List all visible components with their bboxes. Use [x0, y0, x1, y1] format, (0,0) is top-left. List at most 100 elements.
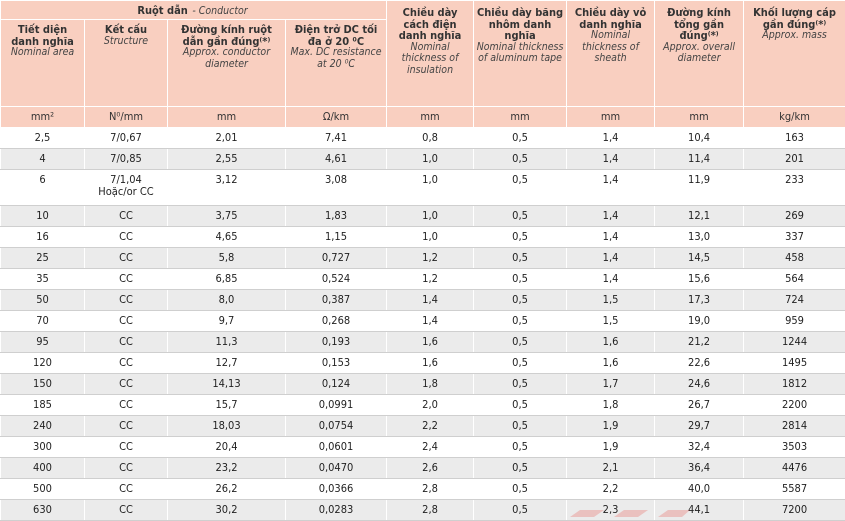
table-cell: 0,5	[474, 149, 567, 170]
table-cell: 1812	[744, 374, 845, 395]
table-cell: 564	[744, 269, 845, 290]
col-header-en: Nominal thickness of insulation	[389, 42, 471, 77]
table-cell: 35	[1, 269, 85, 290]
col-header-en: Nominal thickness of sheath	[569, 30, 652, 65]
table-cell: 2,2	[387, 416, 474, 437]
table-cell: 32,4	[655, 437, 744, 458]
table-cell: 3,12	[168, 170, 286, 206]
table-cell: 0,0283	[286, 500, 387, 521]
table-cell: 0,8	[387, 128, 474, 149]
col-header-nominal-area: Tiết diện danh nghĩa Nominal area	[1, 20, 85, 107]
table-cell: 5587	[744, 479, 845, 500]
table-cell: 1495	[744, 353, 845, 374]
col-header-vi: Điện trở DC tối đa ở 20 ⁰C	[288, 24, 384, 47]
table-cell: 2,8	[387, 500, 474, 521]
unit-cell: N⁰/mm	[85, 107, 168, 128]
unit-cell: kg/km	[744, 107, 845, 128]
table-cell: 4,65	[168, 227, 286, 248]
table-cell: 23,2	[168, 458, 286, 479]
table-cell: 1,83	[286, 206, 387, 227]
table-cell: 7,41	[286, 128, 387, 149]
table-cell: 4476	[744, 458, 845, 479]
table-cell: 13,0	[655, 227, 744, 248]
table-cell: 2,01	[168, 128, 286, 149]
table-cell: 0,0470	[286, 458, 387, 479]
table-cell: 8,0	[168, 290, 286, 311]
conductor-group-en: - Conductor	[192, 5, 247, 17]
table-cell: 0,5	[474, 227, 567, 248]
table-cell: 14,5	[655, 248, 744, 269]
table-cell: 15,6	[655, 269, 744, 290]
table-cell: 17,3	[655, 290, 744, 311]
col-header-vi: Khối lượng cáp gần đúng⁽*⁾	[746, 7, 843, 30]
table-cell: 150	[1, 374, 85, 395]
table-cell: 2,2	[567, 479, 655, 500]
col-header-dc-resistance: Điện trở DC tối đa ở 20 ⁰C Max. DC resis…	[286, 20, 387, 107]
table-cell: 18,03	[168, 416, 286, 437]
table-cell: 630	[1, 500, 85, 521]
col-header-mass: Khối lượng cáp gần đúng⁽*⁾ Approx. mass	[744, 1, 845, 107]
table-cell: 0,0366	[286, 479, 387, 500]
table-cell: 21,2	[655, 332, 744, 353]
table-cell: 30,2	[168, 500, 286, 521]
table-cell: CC	[85, 374, 168, 395]
table-cell: 1,4	[387, 290, 474, 311]
col-header-en: Approx. conductor diameter	[170, 47, 283, 70]
table-cell: 95	[1, 332, 85, 353]
table-cell: 337	[744, 227, 845, 248]
table-cell: 11,4	[655, 149, 744, 170]
table-cell: 959	[744, 311, 845, 332]
table-cell: 0,5	[474, 458, 567, 479]
table-cell: 2,55	[168, 149, 286, 170]
table-cell: 0,5	[474, 128, 567, 149]
table-cell: 7200	[744, 500, 845, 521]
table-cell: 22,6	[655, 353, 744, 374]
table-cell: 0,5	[474, 374, 567, 395]
table-cell: 163	[744, 128, 845, 149]
table-cell: 1,4	[567, 170, 655, 206]
table-cell: 1,2	[387, 269, 474, 290]
unit-cell: mm	[168, 107, 286, 128]
table-cell: 7/0,85	[85, 149, 168, 170]
conductor-group-header: Ruột dẫn - Conductor	[1, 1, 387, 20]
table-cell: 0,124	[286, 374, 387, 395]
table-cell: 0,5	[474, 416, 567, 437]
table-cell: 1,9	[567, 437, 655, 458]
table-cell: 14,13	[168, 374, 286, 395]
unit-cell: mm	[567, 107, 655, 128]
table-cell: 0,5	[474, 311, 567, 332]
table-cell: CC	[85, 395, 168, 416]
table-cell: 1244	[744, 332, 845, 353]
col-header-vi: Tiết diện danh nghĩa	[3, 24, 82, 47]
table-cell: 15,7	[168, 395, 286, 416]
table-cell: 400	[1, 458, 85, 479]
col-header-vi: Chiều dày băng nhôm danh nghĩa	[476, 7, 564, 42]
col-header-overall-diameter: Đường kính tổng gần đúng⁽*⁾ Approx. over…	[655, 1, 744, 107]
table-cell: 2200	[744, 395, 845, 416]
table-cell: 2,4	[387, 437, 474, 458]
table-cell: 1,8	[387, 374, 474, 395]
table-cell: 6,85	[168, 269, 286, 290]
unit-cell: mm²	[1, 107, 85, 128]
unit-cell: Ω/km	[286, 107, 387, 128]
col-header-vi: Chiều dày vỏ danh nghĩa	[569, 7, 652, 30]
table-cell: 6	[1, 170, 85, 206]
col-header-en: Nominal thickness of aluminum tape	[476, 42, 564, 65]
col-header-aluminum-tape: Chiều dày băng nhôm danh nghĩa Nominal t…	[474, 1, 567, 107]
table-cell: 7/0,67	[85, 128, 168, 149]
table-cell: 29,7	[655, 416, 744, 437]
table-cell: 0,5	[474, 248, 567, 269]
table-cell: 0,5	[474, 500, 567, 521]
table-cell: 5,8	[168, 248, 286, 269]
table-cell: 2,0	[387, 395, 474, 416]
table-cell: 1,4	[567, 269, 655, 290]
